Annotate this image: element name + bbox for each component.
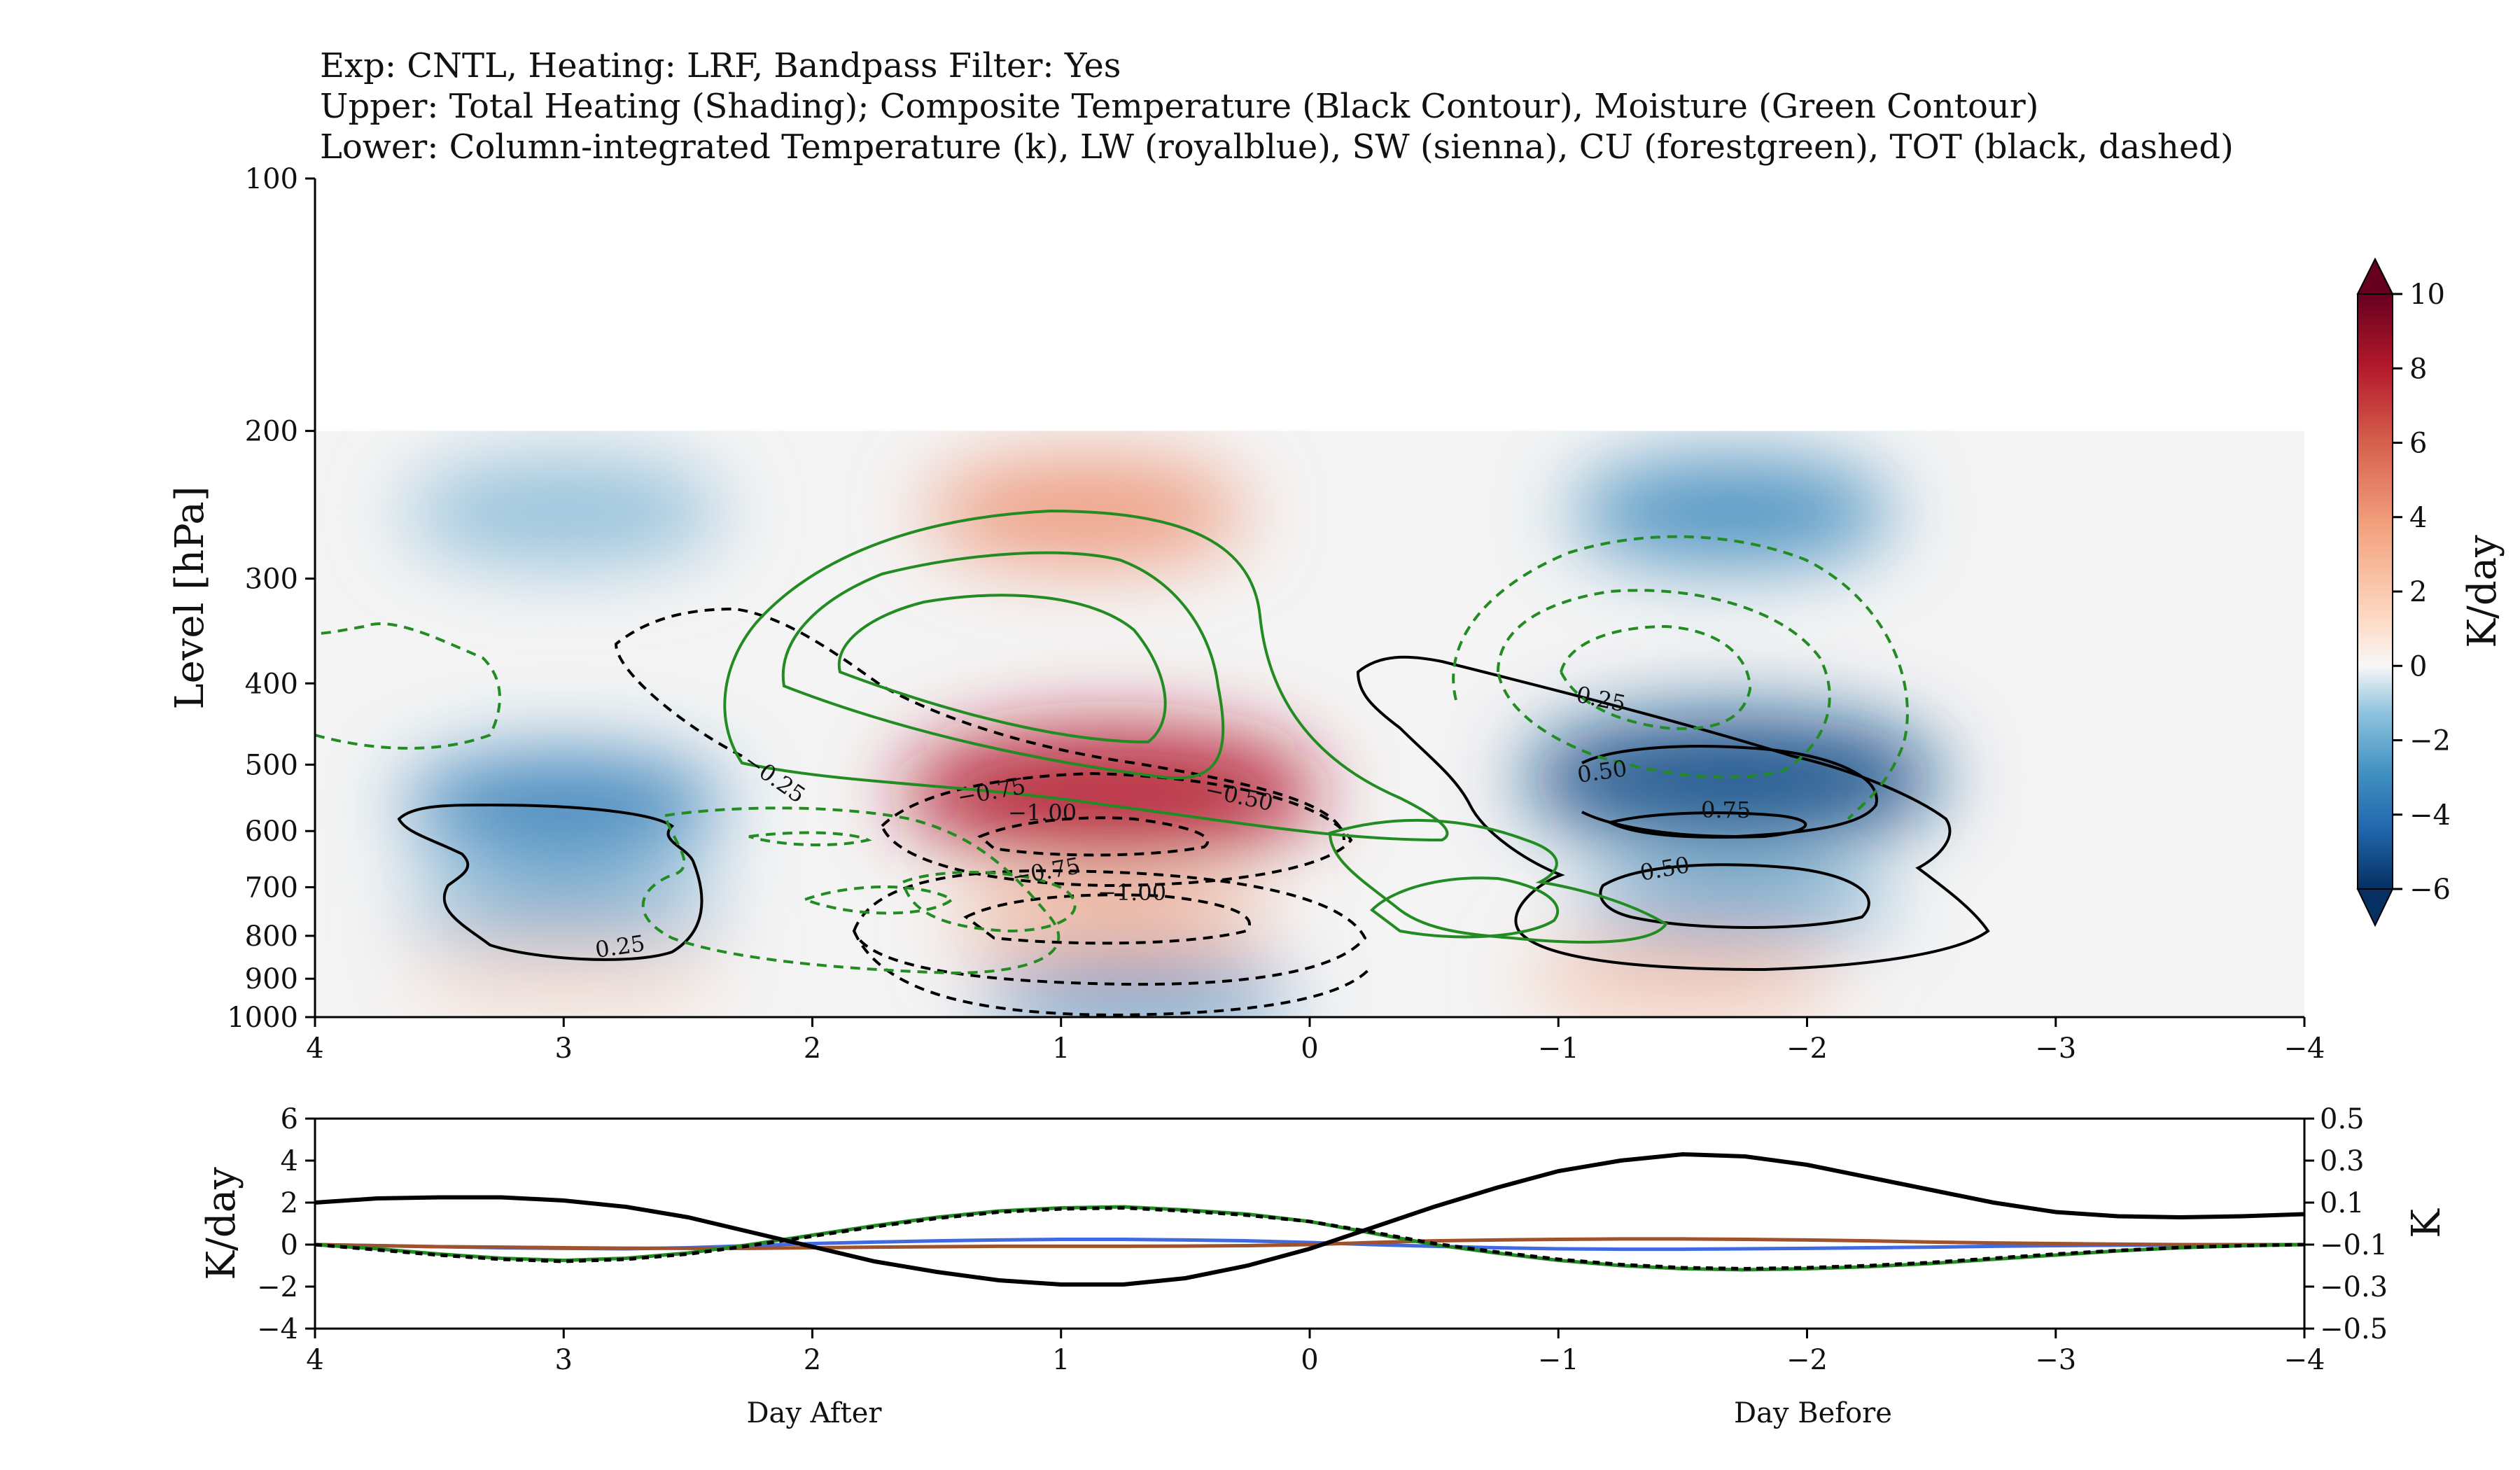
contour-labels: 0.25 0.50 0.75 −0.25 −0.50 −0.75 −1.00 −…: [594, 681, 1751, 963]
y2-tick-label: 0.1: [2320, 1187, 2365, 1219]
lower-axes: [314, 1117, 2306, 1330]
lower-y-ticks: 6 4 2 0 −2 −4: [257, 1103, 315, 1345]
colorbar-tick-label: 4: [2409, 502, 2427, 534]
heating-blob: [1571, 459, 1893, 565]
y-tick-label: 2: [281, 1187, 298, 1219]
contour-label: −1.00: [1098, 879, 1166, 906]
title-line-1: Exp: CNTL, Heating: LRF, Bandpass Filter…: [320, 46, 1121, 85]
x-tick-label: 0: [1301, 1344, 1318, 1376]
colorbar-tick-label: 2: [2409, 576, 2427, 608]
y-tick-label: 1000: [227, 1002, 298, 1034]
series-line-cu: [314, 1205, 2305, 1272]
y-tick-label: −2: [257, 1271, 298, 1303]
contour-label: 0.75: [1701, 797, 1751, 823]
y-tick-label: 4: [281, 1145, 298, 1177]
heating-blob: [1571, 871, 1893, 934]
x-tick-label: −2: [1786, 1032, 1828, 1065]
title-line-2: Upper: Total Heating (Shading); Composit…: [320, 87, 2038, 126]
colorbar-label: K/day: [2460, 535, 2505, 648]
x-tick-label: −3: [2035, 1032, 2076, 1065]
x-tick-label: 2: [804, 1032, 821, 1065]
y-tick-label: 300: [245, 564, 298, 596]
series-line-tot: [314, 1205, 2305, 1271]
x-tick-label: −1: [1538, 1032, 1579, 1065]
upper-y-axis-label: Level [hPa]: [167, 486, 213, 709]
x-tick-label: −2: [1786, 1344, 1828, 1376]
heating-field: [315, 430, 2304, 1017]
y-tick-label: 600: [245, 816, 298, 848]
lower-y2-axis-label: K: [2404, 1208, 2449, 1238]
colorbar-ticks: 10 8 6 4 2 0 −2 −4 −6: [2393, 279, 2451, 906]
x-tick-label: 1: [1052, 1032, 1070, 1065]
x-tick-label: −3: [2035, 1344, 2076, 1376]
x-tick-label: 4: [306, 1344, 323, 1376]
x-tick-label: −4: [2284, 1344, 2325, 1376]
upper-y-ticks: 100 200 300 400 500 600 700 800 900 1000: [227, 163, 315, 1034]
y2-tick-label: 0.3: [2320, 1145, 2365, 1177]
y2-tick-label: −0.3: [2320, 1271, 2388, 1303]
x-tick-label: 1: [1052, 1344, 1070, 1376]
x-tick-label: 0: [1301, 1032, 1318, 1065]
colorbar-tick-label: −6: [2409, 874, 2451, 906]
y-tick-label: 0: [281, 1229, 298, 1261]
title-line-3: Lower: Column-integrated Temperature (k)…: [320, 127, 2234, 167]
y-tick-label: 900: [245, 963, 298, 995]
series-line-column-integrated-temperature: [314, 1152, 2305, 1287]
y-tick-label: 6: [281, 1103, 298, 1135]
colorbar-tick-label: −2: [2409, 725, 2451, 757]
series-line-sw: [314, 1237, 2304, 1250]
y-tick-label: 800: [245, 920, 298, 953]
colorbar-tick-label: 10: [2409, 279, 2445, 311]
x-tick-label: −1: [1538, 1344, 1579, 1376]
footer-day-before: Day Before: [1734, 1397, 1892, 1429]
colorbar-tick-label: 6: [2409, 428, 2427, 460]
heating-blob: [402, 459, 725, 565]
x-tick-label: 4: [306, 1032, 323, 1065]
footer-day-after: Day After: [746, 1397, 882, 1429]
heating-blob: [1522, 712, 1942, 846]
lower-series: [314, 1152, 2305, 1287]
y-tick-label: 500: [245, 749, 298, 781]
y-tick-label: 400: [245, 668, 298, 700]
x-tick-label: −4: [2284, 1032, 2325, 1065]
heating-blob: [402, 876, 725, 939]
heating-blob: [1521, 947, 1844, 1011]
contour-label: −1.00: [1008, 799, 1077, 826]
y-tick-label: 100: [245, 163, 298, 195]
colorbar-tick-label: 8: [2409, 353, 2427, 385]
moisture-contours: [314, 509, 1909, 975]
colorbar-tick-label: 0: [2409, 650, 2427, 682]
upper-empty-region: [315, 430, 2304, 431]
temperature-contours: [397, 607, 1990, 1017]
lower-x-ticks: 4 3 2 1 0 −1 −2 −3 −4: [306, 1329, 2325, 1376]
colorbar: 10 8 6 4 2 0 −2 −4 −6 K/day: [2356, 257, 2505, 927]
y2-tick-label: −0.5: [2320, 1313, 2388, 1345]
x-tick-label: 2: [804, 1344, 821, 1376]
y2-tick-label: 0.5: [2320, 1103, 2365, 1135]
heating-blob: [402, 947, 725, 1011]
x-tick-label: 3: [555, 1344, 573, 1376]
heating-blob: [974, 967, 1297, 1017]
upper-x-ticks: 4 3 2 1 0 −1 −2 −3 −4: [306, 1017, 2325, 1065]
colorbar-tick-label: −4: [2409, 799, 2451, 832]
lower-y2-ticks: 0.5 0.3 0.1 −0.1 −0.3 −0.5: [2304, 1103, 2388, 1345]
y-tick-label: 200: [245, 416, 298, 448]
y-tick-label: −4: [257, 1313, 298, 1345]
y-tick-label: 700: [245, 872, 298, 904]
lower-y-axis-label: K/day: [199, 1167, 244, 1280]
y2-tick-label: −0.1: [2320, 1229, 2388, 1261]
x-tick-label: 3: [555, 1032, 573, 1065]
heating-blob: [949, 890, 1272, 954]
